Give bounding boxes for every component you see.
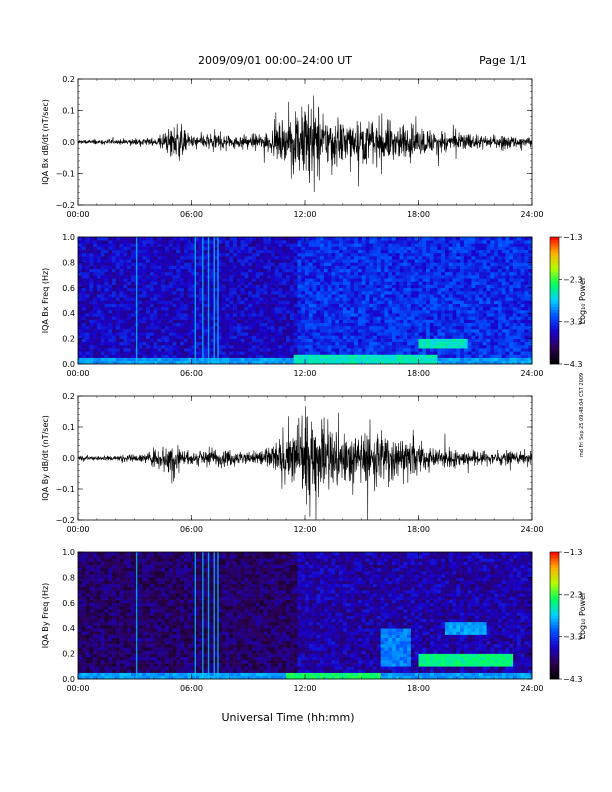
y-tick-label: 1.0 (62, 233, 75, 242)
y-tick-label: 0.8 (62, 573, 75, 582)
colorbar-tick-label: −3.3 (563, 633, 582, 642)
x-tick-label: 06:00 (180, 525, 203, 534)
spectrogram (78, 552, 533, 680)
page-number: Page 1/1 (479, 54, 527, 67)
x-tick-label: 24:00 (520, 684, 543, 693)
colorbar-tick-label: −4.3 (563, 360, 582, 369)
x-tick-label: 24:00 (520, 210, 543, 219)
y-axis-label: IQA Bx dB/dt (nT/sec) (41, 99, 50, 185)
x-tick-label: 00:00 (66, 525, 89, 534)
spectrogram (78, 237, 533, 365)
x-tick-label: 06:00 (180, 684, 203, 693)
y-tick-label: 0.4 (62, 624, 75, 633)
colorbar-label: Log₁₀ Power (578, 276, 587, 324)
colorbar-tick-label: −2.3 (563, 590, 582, 599)
y-tick-label: −0.2 (56, 201, 75, 210)
x-axis-label: Universal Time (hh:mm) (222, 711, 355, 724)
x-tick-label: 06:00 (180, 210, 203, 219)
colorbar: −1.3 −2.3 −3.3 −4.3 Log₁₀ Power (549, 548, 587, 684)
y-tick-label: 1.0 (62, 548, 75, 557)
x-tick-label: 00:00 (66, 369, 89, 378)
panels: 0.20.10.0−0.1−0.200:00 06:00 12:00 18:00 24:… (41, 75, 587, 693)
y-tick-label: −0.1 (56, 170, 75, 179)
y-tick-label: 0.6 (62, 284, 75, 293)
panel-3: 0.2 0.1 0.0 −0.1 −0.200:00 06:00 12:00 18:00 24:… (41, 392, 544, 534)
y-axis-label: IQA By Freq (Hz) (41, 583, 50, 649)
y-tick-label: 0.2 (62, 650, 75, 659)
timestamp-note: md Fri Sep 25 09:48:04 CST 2009 (579, 373, 585, 457)
x-tick-label: 00:00 (66, 210, 89, 219)
x-tick-label: 24:00 (520, 525, 543, 534)
y-tick-label: 0.2 (62, 335, 75, 344)
y-tick-label: 0.1 (62, 107, 75, 116)
colorbar-label: Log₁₀ Power (578, 591, 587, 639)
series-trace (78, 406, 532, 520)
y-axis-label: IQA By dB/dt (nT/sec) (41, 415, 50, 501)
colorbar-tick-label: −1.3 (563, 233, 582, 242)
x-tick-label: 12:00 (293, 525, 316, 534)
x-tick-label: 12:00 (293, 684, 316, 693)
y-tick-label: 0.0 (62, 675, 75, 684)
y-tick-label: 0.8 (62, 258, 75, 267)
y-tick-label: 0.0 (62, 138, 75, 147)
colorbar-tick-label: −3.3 (563, 318, 582, 327)
y-tick-label: −0.2 (56, 516, 75, 525)
y-axis-label: IQA Bx Freq (Hz) (41, 268, 50, 334)
y-tick-label: 0.2 (62, 392, 75, 401)
x-tick-label: 18:00 (407, 525, 430, 534)
y-tick-label: 0.4 (62, 309, 75, 318)
colorbar: −1.3 −2.3 −3.3 −4.3 Log₁₀ Power (549, 233, 587, 369)
x-tick-label: 06:00 (180, 369, 203, 378)
y-tick-label: 0.0 (62, 360, 75, 369)
colorbar-tick-label: −4.3 (563, 675, 582, 684)
series-trace (78, 95, 532, 192)
y-tick-label: −0.1 (56, 485, 75, 494)
x-tick-label: 18:00 (407, 210, 430, 219)
x-tick-label: 18:00 (407, 369, 430, 378)
figure-title: 2009/09/01 00:00–24:00 UT (198, 54, 352, 67)
x-tick-label: 24:00 (520, 369, 543, 378)
panel-2: −1.3 −2.3 −3.3 −4.3 Log₁₀ Power 1.0 0.8 0.6 0.4 0… (41, 233, 587, 378)
colorbar-tick-label: −2.3 (563, 275, 582, 284)
x-tick-label: 18:00 (407, 684, 430, 693)
x-tick-label: 00:00 (66, 684, 89, 693)
y-tick-label: 0.0 (62, 454, 75, 463)
y-tick-label: 0.6 (62, 599, 75, 608)
colorbar-tick-label: −1.3 (563, 548, 582, 557)
y-tick-label: 0.1 (62, 423, 75, 432)
panel-4: −1.3 −2.3 −3.3 −4.3 Log₁₀ Power 1.0 0.8 0.6 0.4 0… (41, 548, 587, 693)
y-tick-label: 0.2 (62, 75, 75, 84)
x-tick-label: 12:00 (293, 369, 316, 378)
panel-1: 0.2 0.1 0.0 −0.1 −0.200:00 06:00 12:00 18:00 24:… (41, 75, 544, 219)
x-tick-label: 12:00 (293, 210, 316, 219)
